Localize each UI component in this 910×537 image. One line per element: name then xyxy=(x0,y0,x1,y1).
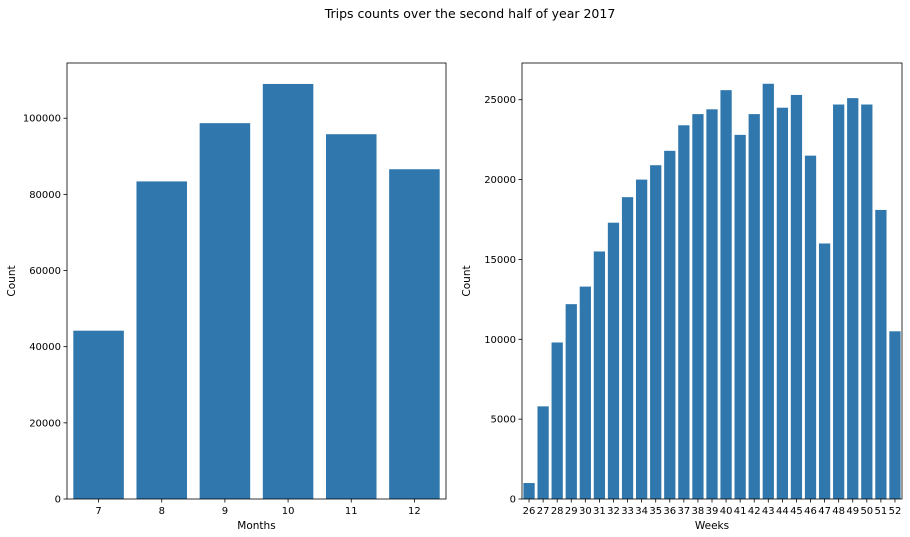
months-bar-8 xyxy=(136,181,187,499)
weeks-x-tick-label: 32 xyxy=(607,506,620,517)
weeks-x-tick-label: 38 xyxy=(692,506,705,517)
weeks-bar-33 xyxy=(622,197,633,499)
weeks-bar-chart: 0 5000 10000 15000 20000 25000 26 27 28 29 30 31 32… xyxy=(461,63,902,532)
months-x-tick-label: 7 xyxy=(95,506,101,517)
weeks-y-tick-label: 0 xyxy=(510,495,516,506)
weeks-x-tick-label: 27 xyxy=(537,506,550,517)
months-bar-9 xyxy=(200,123,251,499)
weeks-bar-37 xyxy=(678,125,689,499)
weeks-y-ticks: 0 5000 10000 15000 20000 25000 xyxy=(484,95,522,505)
weeks-x-tick-label: 43 xyxy=(762,506,775,517)
figure-suptitle: Trips counts over the second half of yea… xyxy=(324,6,616,21)
weeks-y-tick-label: 10000 xyxy=(484,335,516,346)
weeks-y-tick-label: 15000 xyxy=(484,255,516,266)
months-bar-12 xyxy=(389,169,440,499)
weeks-bar-46 xyxy=(805,156,816,499)
weeks-y-axis-label: Count xyxy=(461,265,473,296)
weeks-x-tick-label: 41 xyxy=(734,506,747,517)
weeks-x-tick-label: 37 xyxy=(677,506,690,517)
weeks-bar-49 xyxy=(847,98,858,499)
weeks-y-tick-label: 25000 xyxy=(484,95,516,106)
weeks-x-tick-label: 44 xyxy=(776,506,789,517)
months-bar-10 xyxy=(263,84,314,499)
months-y-tick-label: 20000 xyxy=(29,418,61,429)
weeks-x-tick-label: 52 xyxy=(889,506,902,517)
months-y-axis-label: Count xyxy=(6,265,18,296)
weeks-x-tick-label: 47 xyxy=(818,506,831,517)
weeks-x-tick-label: 42 xyxy=(748,506,761,517)
weeks-x-tick-label: 36 xyxy=(663,506,676,517)
weeks-x-tick-label: 35 xyxy=(649,506,662,517)
months-y-tick-label: 80000 xyxy=(29,190,61,201)
weeks-bar-43 xyxy=(763,84,774,499)
weeks-bar-31 xyxy=(594,251,605,499)
months-x-tick-label: 11 xyxy=(345,506,358,517)
weeks-bar-39 xyxy=(706,109,717,499)
weeks-bar-29 xyxy=(566,304,577,499)
weeks-x-tick-label: 40 xyxy=(720,506,733,517)
months-bar-7 xyxy=(73,331,124,499)
weeks-bar-34 xyxy=(636,180,647,499)
weeks-x-tick-label: 49 xyxy=(846,506,859,517)
weeks-x-axis-label: Weeks xyxy=(695,520,729,532)
months-x-axis-label: Months xyxy=(237,520,275,532)
weeks-x-tick-label: 29 xyxy=(565,506,578,517)
weeks-bar-50 xyxy=(861,105,872,499)
weeks-y-tick-label: 20000 xyxy=(484,175,516,186)
weeks-x-tick-label: 39 xyxy=(706,506,719,517)
weeks-bar-40 xyxy=(720,90,731,499)
weeks-bar-48 xyxy=(833,105,844,499)
weeks-bar-27 xyxy=(537,406,548,499)
weeks-bar-30 xyxy=(580,287,591,499)
months-bar-11 xyxy=(326,134,377,499)
months-bars xyxy=(73,84,439,499)
weeks-x-tick-label: 46 xyxy=(804,506,817,517)
weeks-x-ticks: 26 27 28 29 30 31 32 33 34 35 36 37 38 39 40 41 42 43 44 45… xyxy=(523,499,902,517)
months-x-tick-label: 12 xyxy=(408,506,421,517)
weeks-x-tick-label: 45 xyxy=(790,506,803,517)
months-y-ticks: 0 20000 40000 60000 80000 100000 xyxy=(23,114,67,506)
weeks-bar-26 xyxy=(523,483,534,499)
weeks-bar-45 xyxy=(791,95,802,499)
weeks-x-tick-label: 34 xyxy=(635,506,648,517)
months-y-tick-label: 100000 xyxy=(23,114,61,125)
weeks-x-tick-label: 50 xyxy=(860,506,873,517)
weeks-bars xyxy=(523,84,900,499)
months-x-tick-label: 8 xyxy=(159,506,165,517)
weeks-x-tick-label: 51 xyxy=(875,506,888,517)
weeks-x-tick-label: 28 xyxy=(551,506,564,517)
weeks-bar-38 xyxy=(692,114,703,499)
weeks-bar-28 xyxy=(552,342,563,499)
months-bar-chart: 0 20000 40000 60000 80000 100000 7 8 9 10 11 12 Mo… xyxy=(6,63,446,532)
weeks-bar-51 xyxy=(875,210,886,499)
weeks-x-tick-label: 30 xyxy=(579,506,592,517)
months-y-tick-label: 60000 xyxy=(29,266,61,277)
weeks-bar-52 xyxy=(889,331,900,499)
weeks-bar-35 xyxy=(650,165,661,499)
weeks-x-tick-label: 31 xyxy=(593,506,606,517)
weeks-x-tick-label: 48 xyxy=(832,506,845,517)
months-x-ticks: 7 8 9 10 11 12 xyxy=(95,499,420,517)
weeks-bar-32 xyxy=(608,223,619,499)
weeks-y-tick-label: 5000 xyxy=(491,415,516,426)
weeks-x-tick-label: 26 xyxy=(523,506,536,517)
weeks-bar-44 xyxy=(777,108,788,499)
weeks-x-tick-label: 33 xyxy=(621,506,634,517)
months-x-tick-label: 9 xyxy=(222,506,228,517)
weeks-bar-36 xyxy=(664,151,675,499)
weeks-bar-41 xyxy=(735,135,746,499)
weeks-bar-47 xyxy=(819,243,830,499)
weeks-bar-42 xyxy=(749,114,760,499)
months-y-tick-label: 0 xyxy=(55,495,61,506)
months-y-tick-label: 40000 xyxy=(29,342,61,353)
months-x-tick-label: 10 xyxy=(282,506,295,517)
